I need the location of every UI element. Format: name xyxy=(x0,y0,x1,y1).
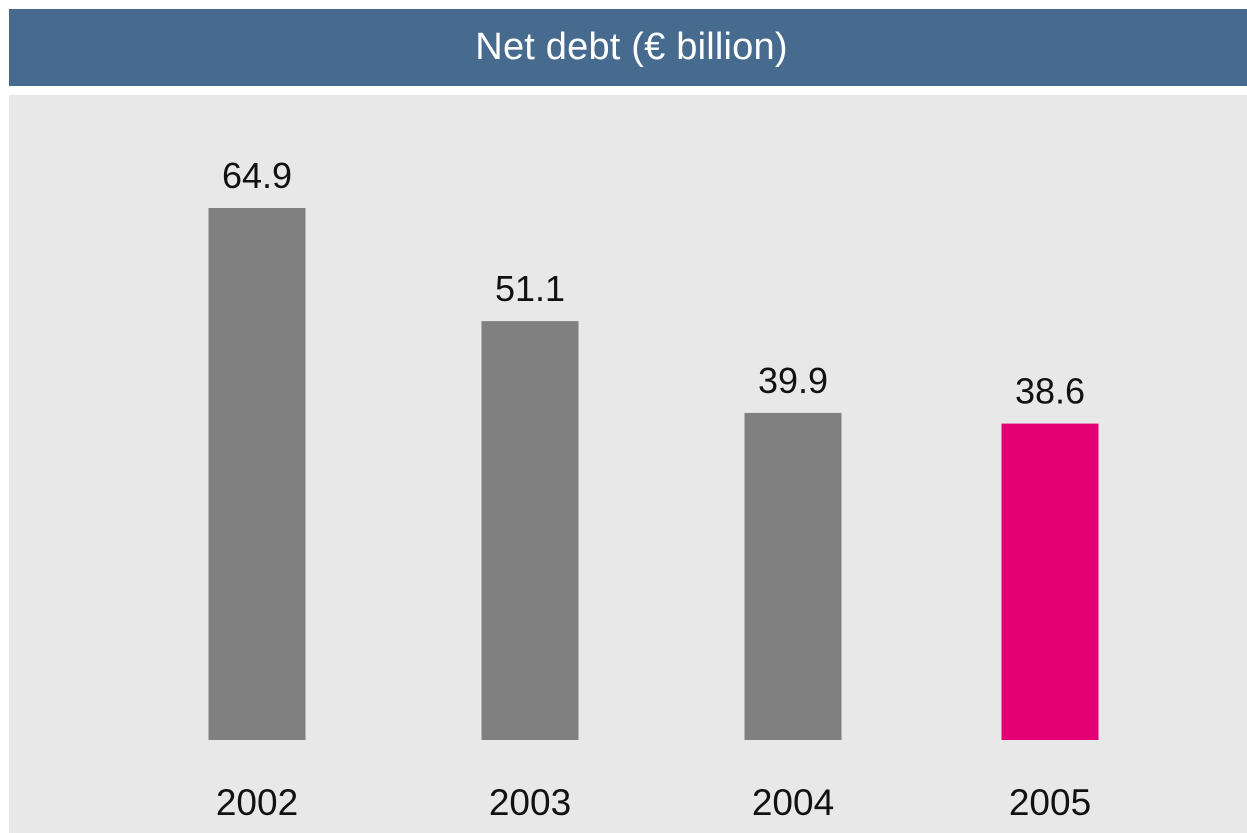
bar-2002 xyxy=(208,208,306,740)
category-label-2004: 2004 xyxy=(752,782,834,823)
value-label-2003: 51.1 xyxy=(495,268,565,309)
chart-title-bar: Net debt (€ billion) xyxy=(9,9,1247,86)
category-label-2002: 2002 xyxy=(216,782,298,823)
bar-chart: 64.9 2002 51.1 2003 39.9 2004 38.6 2005 xyxy=(208,155,1099,823)
value-label-2002: 64.9 xyxy=(222,155,292,196)
value-label-2004: 39.9 xyxy=(758,360,828,401)
bar-2005 xyxy=(1001,423,1099,740)
plot-area: 64.9 2002 51.1 2003 39.9 2004 38.6 2005 xyxy=(9,95,1247,833)
bar-2004 xyxy=(744,412,842,740)
value-label-2005: 38.6 xyxy=(1015,371,1085,412)
category-label-2003: 2003 xyxy=(489,782,571,823)
category-label-2005: 2005 xyxy=(1009,782,1091,823)
chart-title: Net debt (€ billion) xyxy=(475,26,788,68)
bar-2003 xyxy=(481,321,579,740)
